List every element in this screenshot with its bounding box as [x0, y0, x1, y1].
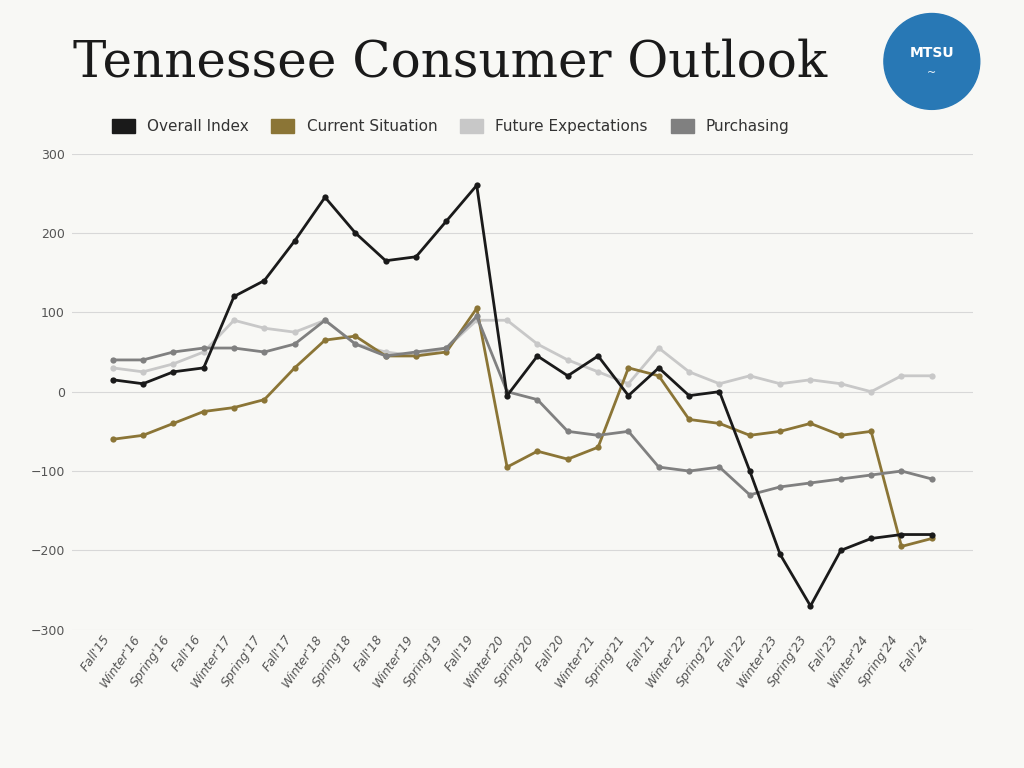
Text: Tennessee Consumer Outlook: Tennessee Consumer Outlook — [74, 38, 827, 88]
Legend: Overall Index, Current Situation, Future Expectations, Purchasing: Overall Index, Current Situation, Future… — [112, 119, 790, 134]
Text: MTSU: MTSU — [909, 46, 954, 61]
Text: ~: ~ — [927, 68, 937, 78]
Circle shape — [884, 14, 980, 109]
